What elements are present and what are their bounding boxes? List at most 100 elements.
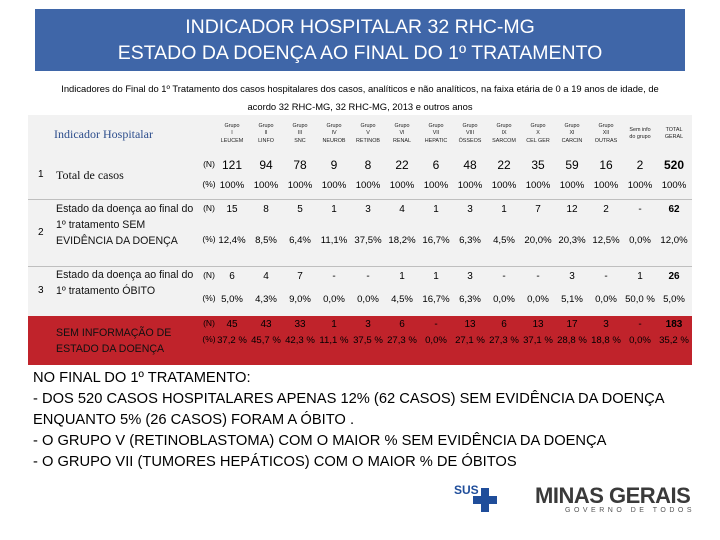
percent-cell: 100% <box>593 180 619 191</box>
row-number: 1 <box>38 169 44 180</box>
group-header: Grupo IX SARCOM <box>487 117 521 151</box>
group-header-line: NEUROB <box>322 137 346 144</box>
count-cell: 8 <box>263 204 269 215</box>
group-header-line: III <box>297 130 303 137</box>
percent-cell: 6,4% <box>289 235 311 246</box>
table-row: 1 Total de casos (N) (%) 121 94 78 9 8 22 6 48 22 35 5… <box>28 151 692 199</box>
group-header-line: do grupo <box>629 134 651 140</box>
minas-gerais-tagline: GOVERNO DE TODOS <box>565 507 696 514</box>
group-header-line: Grupo <box>258 122 274 129</box>
percent-cell: 12,5% <box>592 235 620 246</box>
group-header-line: CEL GER <box>526 137 550 144</box>
unit-pct-label: (%) <box>202 234 216 244</box>
caption-line-1: Indicadores do Final do 1º Tratamento do… <box>61 83 659 94</box>
count-cell: - <box>604 271 608 282</box>
count-cell: 22 <box>395 158 409 172</box>
note-line-3: ENQUANTO 5% (26 CASOS) FORAM A ÓBITO . <box>33 412 355 428</box>
percent-cell: 5,1% <box>561 294 583 305</box>
count-cell: 15 <box>226 204 238 215</box>
group-header-line: LINFO <box>258 137 274 144</box>
count-cell: 3 <box>603 319 609 330</box>
table-header <box>28 115 692 151</box>
note-line-4: - O GRUPO V (RETINOBLASTOMA) COM O MAIOR… <box>33 433 607 449</box>
group-header-line: HEPATIC <box>424 137 448 144</box>
table-row: 3 Estado da doença ao final do 1º tratame… <box>28 266 692 316</box>
percent-cell: 6,3% <box>459 235 481 246</box>
percent-cell: 100% <box>559 180 585 191</box>
percent-cell: 0,0% <box>357 294 379 305</box>
percent-cell: 16,7% <box>422 235 450 246</box>
group-header-line: Grupo <box>530 122 546 129</box>
group-header: Grupo VIII ÓSSEOS <box>453 117 487 151</box>
percent-cell: 27,1 % <box>455 335 485 346</box>
percent-cell: 5,0% <box>221 294 243 305</box>
group-header-line: Grupo <box>292 122 308 129</box>
group-header-line: SNC <box>294 137 306 144</box>
percent-cell: 0,0% <box>629 335 651 346</box>
percent-cell: 5,0% <box>663 294 685 305</box>
group-header-line: IX <box>501 130 507 137</box>
count-cell: - <box>366 271 370 282</box>
row-divider <box>28 199 692 200</box>
count-cell: 1 <box>433 204 439 215</box>
row-divider <box>28 266 692 267</box>
percent-cell: 4,3% <box>255 294 277 305</box>
group-header-line: Grupo <box>564 122 580 129</box>
count-cell: 2 <box>603 204 609 215</box>
count-cell: - <box>536 271 540 282</box>
unit-n-label: (N) <box>203 318 215 328</box>
count-cell: 13 <box>532 319 544 330</box>
group-header-line: GERAL <box>664 134 684 140</box>
row-label: SEM INFORMAÇÃO DE ESTADO DA DOENÇA <box>56 327 172 355</box>
group-header: Grupo X CEL GER <box>521 117 555 151</box>
percent-cell: 12,0% <box>660 235 688 246</box>
percent-cell: 27,3 % <box>489 335 519 346</box>
percent-cell: 100% <box>287 180 313 191</box>
no-info-row-bg <box>28 316 692 365</box>
percent-cell: 37,1 % <box>523 335 553 346</box>
group-header-line: Grupo <box>326 122 342 129</box>
count-cell: 78 <box>293 158 307 172</box>
count-cell: 6 <box>432 158 440 172</box>
percent-cell: 37,5 % <box>353 335 383 346</box>
count-cell: 183 <box>665 319 683 330</box>
count-cell: 17 <box>566 319 578 330</box>
count-cell: 1 <box>433 271 439 282</box>
percent-cell: 4,5% <box>391 294 413 305</box>
percent-cell: 4,5% <box>493 235 515 246</box>
count-cell: 1 <box>331 319 337 330</box>
group-header: Grupo XI CARCIN <box>555 117 589 151</box>
table-row: 2 Estado da doença ao final do 1º tratame… <box>28 199 692 266</box>
percent-cell: 20,0% <box>524 235 552 246</box>
count-cell: - <box>332 271 336 282</box>
count-cell: 12 <box>566 204 578 215</box>
count-cell: 121 <box>221 158 243 172</box>
percent-cell: 0,0% <box>527 294 549 305</box>
count-cell: 3 <box>569 271 575 282</box>
note-line-2: - DOS 520 CASOS HOSPITALARES APENAS 12% … <box>33 391 665 407</box>
percent-cell: 0,0% <box>595 294 617 305</box>
sus-cross-icon <box>473 488 497 512</box>
count-cell: 26 <box>668 271 680 282</box>
percent-cell: 37,2 % <box>217 335 247 346</box>
percent-cell: 100% <box>253 180 279 191</box>
count-cell: 8 <box>364 158 372 172</box>
count-cell: 520 <box>663 158 685 172</box>
indicator-table: Indicador Hospitalar Grupo I LEUCEM Grupo II… <box>28 115 692 365</box>
group-header-line: VII <box>432 130 440 137</box>
caption-line-2: acordo 32 RHC-MG, 32 RHC-MG, 2013 e outr… <box>247 101 473 112</box>
count-cell: 22 <box>497 158 511 172</box>
footer <box>0 476 720 540</box>
count-cell: 7 <box>297 271 303 282</box>
percent-cell: 0,0% <box>323 294 345 305</box>
group-header-line: Grupo <box>598 122 614 129</box>
slide-title: INDICADOR HOSPITALAR 32 RHC-MG ESTADO DA… <box>35 9 685 71</box>
group-header-line: VI <box>399 130 405 137</box>
count-cell: 48 <box>463 158 477 172</box>
percent-cell: 45,7 % <box>251 335 281 346</box>
group-header: Sem info do grupo <box>623 117 657 151</box>
count-cell: 4 <box>399 204 405 215</box>
group-header-line: Grupo <box>224 122 240 129</box>
percent-cell: 0,0% <box>629 235 651 246</box>
group-header-line: V <box>366 130 370 137</box>
